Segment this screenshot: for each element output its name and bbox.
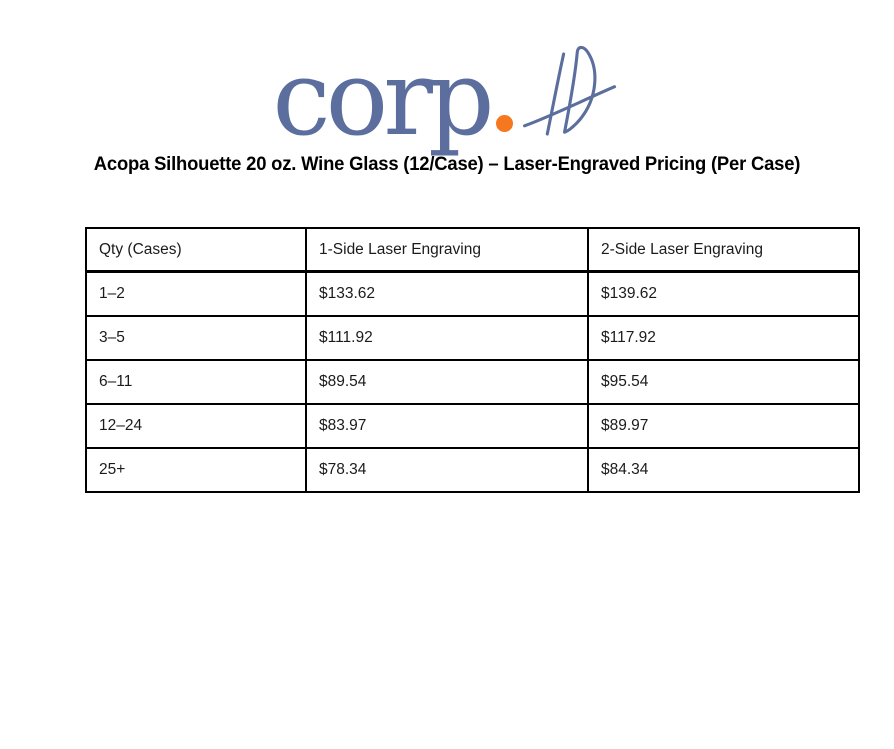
- table-row: 1–2 $133.62 $139.62: [85, 270, 860, 317]
- brand-logo: corp: [0, 36, 894, 159]
- logo-dot-icon: [495, 115, 513, 132]
- column-header-3: 2-Side Laser Engraving: [587, 227, 860, 273]
- table-cell: $89.97: [587, 403, 860, 449]
- pricing-table-head-row: Qty (Cases) 1-Side Laser Engraving 2-Side …: [85, 227, 860, 273]
- table-cell: 1–2: [85, 270, 307, 317]
- table-cell: 3–5: [85, 315, 307, 361]
- table-cell: $139.62: [587, 270, 860, 317]
- pricing-table: Qty (Cases) 1-Side Laser Engraving 2-Side …: [85, 227, 860, 493]
- table-cell: $95.54: [587, 359, 860, 405]
- table-cell: $117.92: [587, 315, 860, 361]
- table-row: 25+ $78.34 $84.34: [85, 447, 860, 493]
- table-cell: $89.54: [305, 359, 589, 405]
- table-cell: 25+: [85, 447, 307, 493]
- table-cell: $133.62: [305, 270, 589, 317]
- table-cell: $111.92: [305, 315, 589, 361]
- logo-wordmark: corp: [272, 36, 494, 159]
- table-cell: 6–11: [85, 359, 307, 405]
- column-header-2: 1-Side Laser Engraving: [305, 227, 589, 273]
- pricing-table-head: Qty (Cases) 1-Side Laser Engraving 2-Side …: [85, 227, 860, 273]
- table-row: 3–5 $111.92 $117.92: [85, 315, 860, 361]
- pricing-table-body: 1–2 $133.62 $139.62 3–5 $111.92 $117.92 6–11 $8…: [85, 270, 860, 493]
- table-cell: $83.97: [305, 403, 589, 449]
- table-cell: $78.34: [305, 447, 589, 493]
- column-header-1: Qty (Cases): [85, 227, 307, 273]
- logo-id-script-icon: [518, 44, 622, 144]
- table-row: 12–24 $83.97 $89.97: [85, 403, 860, 449]
- page-title: Acopa Silhouette 20 oz. Wine Glass (12/C…: [93, 154, 801, 175]
- table-cell: 12–24: [85, 403, 307, 449]
- table-cell: $84.34: [587, 447, 860, 493]
- table-row: 6–11 $89.54 $95.54: [85, 359, 860, 405]
